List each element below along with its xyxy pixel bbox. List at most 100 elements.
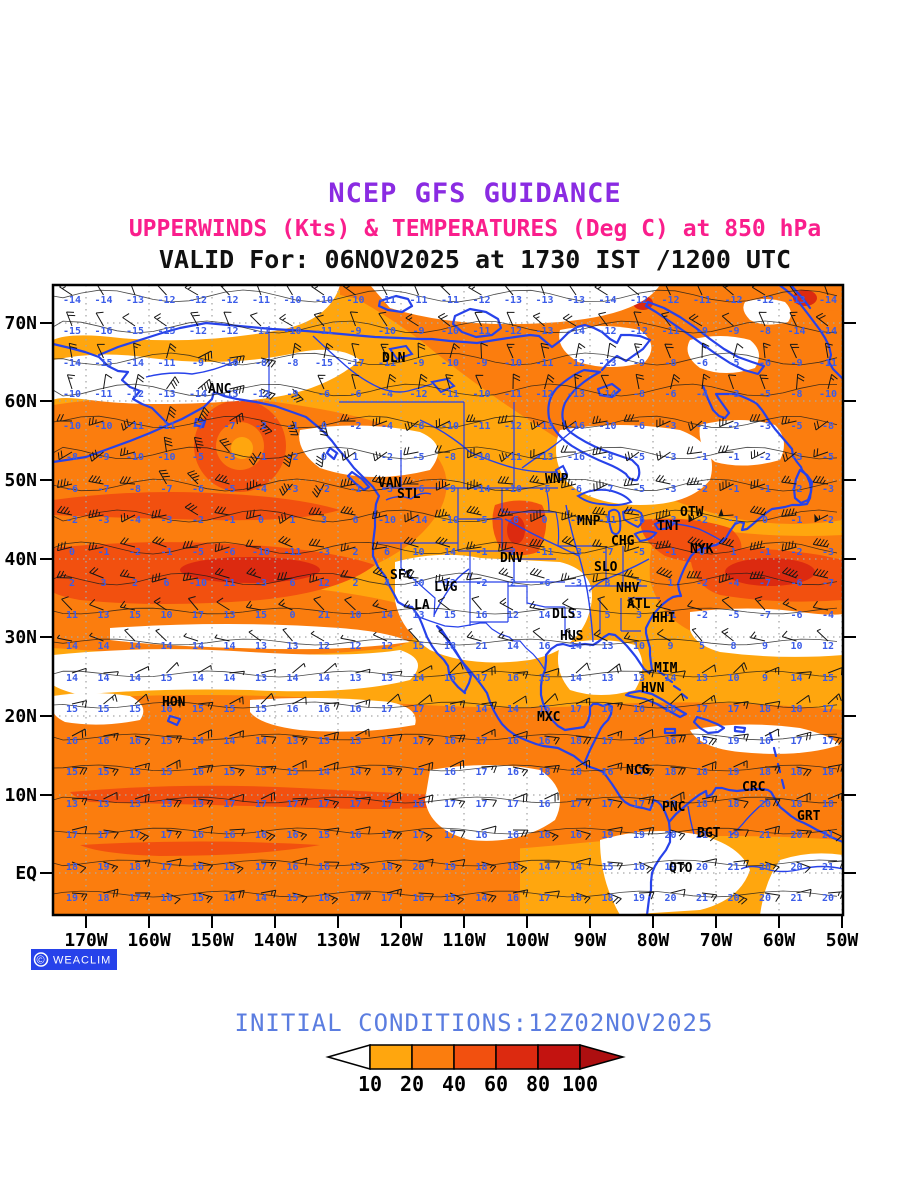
temp-value: 21: [790, 893, 802, 904]
lon-label: 110W: [442, 930, 486, 951]
station-label-dls: DLS: [552, 607, 576, 622]
wind-barb: [600, 374, 609, 390]
temp-value: 14: [570, 862, 582, 873]
wind-barb-pennant: [814, 513, 820, 522]
river: [565, 504, 594, 643]
coastline: [644, 300, 766, 376]
station-label-nyk: NYK: [690, 542, 714, 557]
wind-barb: [466, 572, 482, 581]
temp-value: -8: [601, 452, 613, 463]
wind-barb: [701, 892, 718, 902]
temp-value: 13: [412, 610, 424, 621]
temp-value: -9: [412, 326, 424, 337]
temp-value: 13: [223, 610, 235, 621]
wind-barb: [259, 420, 273, 435]
wind-barb: [781, 475, 797, 485]
wind-barb: [701, 858, 718, 867]
temp-value: -5: [633, 484, 645, 495]
wind-barb: [56, 634, 73, 642]
wind-barb: [670, 829, 686, 841]
temp-value: -10: [94, 421, 112, 432]
wind-barb: [130, 285, 136, 296]
station-label-slo: SLO: [594, 560, 618, 575]
wind-barb: [661, 311, 671, 327]
wind-barb: [497, 508, 514, 517]
wind-barb: [445, 374, 454, 390]
wind-barb: [512, 861, 528, 874]
wind-barb: [119, 569, 136, 579]
wind-barb: [686, 477, 703, 486]
wind-barb: [103, 732, 119, 741]
wind-barb: [670, 670, 686, 679]
temp-value: 17: [255, 862, 267, 873]
wind-barb: [89, 566, 104, 579]
wind-barb: [312, 483, 325, 498]
temp-value: 15: [286, 893, 298, 904]
wind-barb: [691, 628, 703, 642]
temp-value: -10: [189, 578, 207, 589]
shade-calm: [760, 853, 843, 915]
wind-barb: [664, 343, 674, 359]
temp-value: -9: [696, 326, 708, 337]
temp-value: -11: [157, 421, 175, 432]
temp-value: 20: [664, 830, 676, 841]
temp-value: -7: [160, 484, 172, 495]
lake: [388, 344, 414, 361]
wind-barb: [607, 826, 623, 835]
temp-value: -7: [97, 484, 109, 495]
wind-barb: [229, 793, 245, 802]
wind-barb: [88, 475, 104, 485]
temp-value: 14: [444, 547, 456, 558]
temp-value: -10: [504, 358, 522, 369]
wind-barb: [418, 829, 433, 842]
watermark-label: WEACLIM: [53, 955, 111, 967]
wind-barb: [728, 374, 737, 390]
wind-barb: [340, 478, 356, 488]
wind-barb: [418, 694, 433, 705]
temp-value: -10: [126, 452, 144, 463]
temp-value: 17: [475, 799, 487, 810]
wind-barb: [190, 311, 200, 327]
station-label-mnp: MNP: [577, 514, 601, 529]
coastline: [667, 786, 843, 844]
wind-barb: [575, 798, 592, 807]
lon-label: 80W: [637, 930, 670, 951]
lon-label: 160W: [127, 930, 171, 951]
wind-barb: [386, 829, 403, 840]
wind-barb: [561, 535, 577, 548]
wind-barb: [733, 701, 749, 709]
temp-value: -7: [601, 484, 613, 495]
isotherm: [53, 509, 838, 523]
wind-barb: [229, 889, 245, 899]
wind-barb: [764, 825, 780, 835]
wind-barb: [134, 793, 150, 803]
wind-barb: [749, 540, 766, 551]
wind-barb: [449, 734, 466, 743]
wind-barb: [260, 861, 277, 870]
temp-value: -13: [535, 295, 553, 306]
temp-value: -6: [570, 484, 582, 495]
temp-value: -2: [129, 547, 141, 558]
temp-value: 18: [97, 893, 109, 904]
temp-value: -8: [412, 421, 424, 432]
isotherm: [53, 764, 838, 772]
wind-barb: [733, 829, 749, 838]
temp-value: -2: [349, 421, 361, 432]
wind-barb: [103, 861, 119, 873]
wind-barb: [315, 451, 325, 468]
temp-value: -10: [346, 295, 364, 306]
temp-value: -3: [97, 515, 109, 526]
wind-barb: [197, 798, 214, 808]
wind-barb: [544, 764, 560, 774]
wind-barb: [796, 671, 812, 679]
wind-barb: [506, 343, 515, 359]
temp-value: 16: [444, 704, 456, 715]
wind-barb: [249, 312, 262, 327]
temp-value: -3: [286, 484, 298, 495]
temp-value: -3: [822, 484, 834, 495]
wind-barb: [624, 451, 640, 462]
wind-barb: [256, 285, 262, 296]
temp-value: 5: [699, 641, 705, 652]
temp-value: -4: [727, 578, 739, 589]
wind-barb: [229, 385, 245, 395]
